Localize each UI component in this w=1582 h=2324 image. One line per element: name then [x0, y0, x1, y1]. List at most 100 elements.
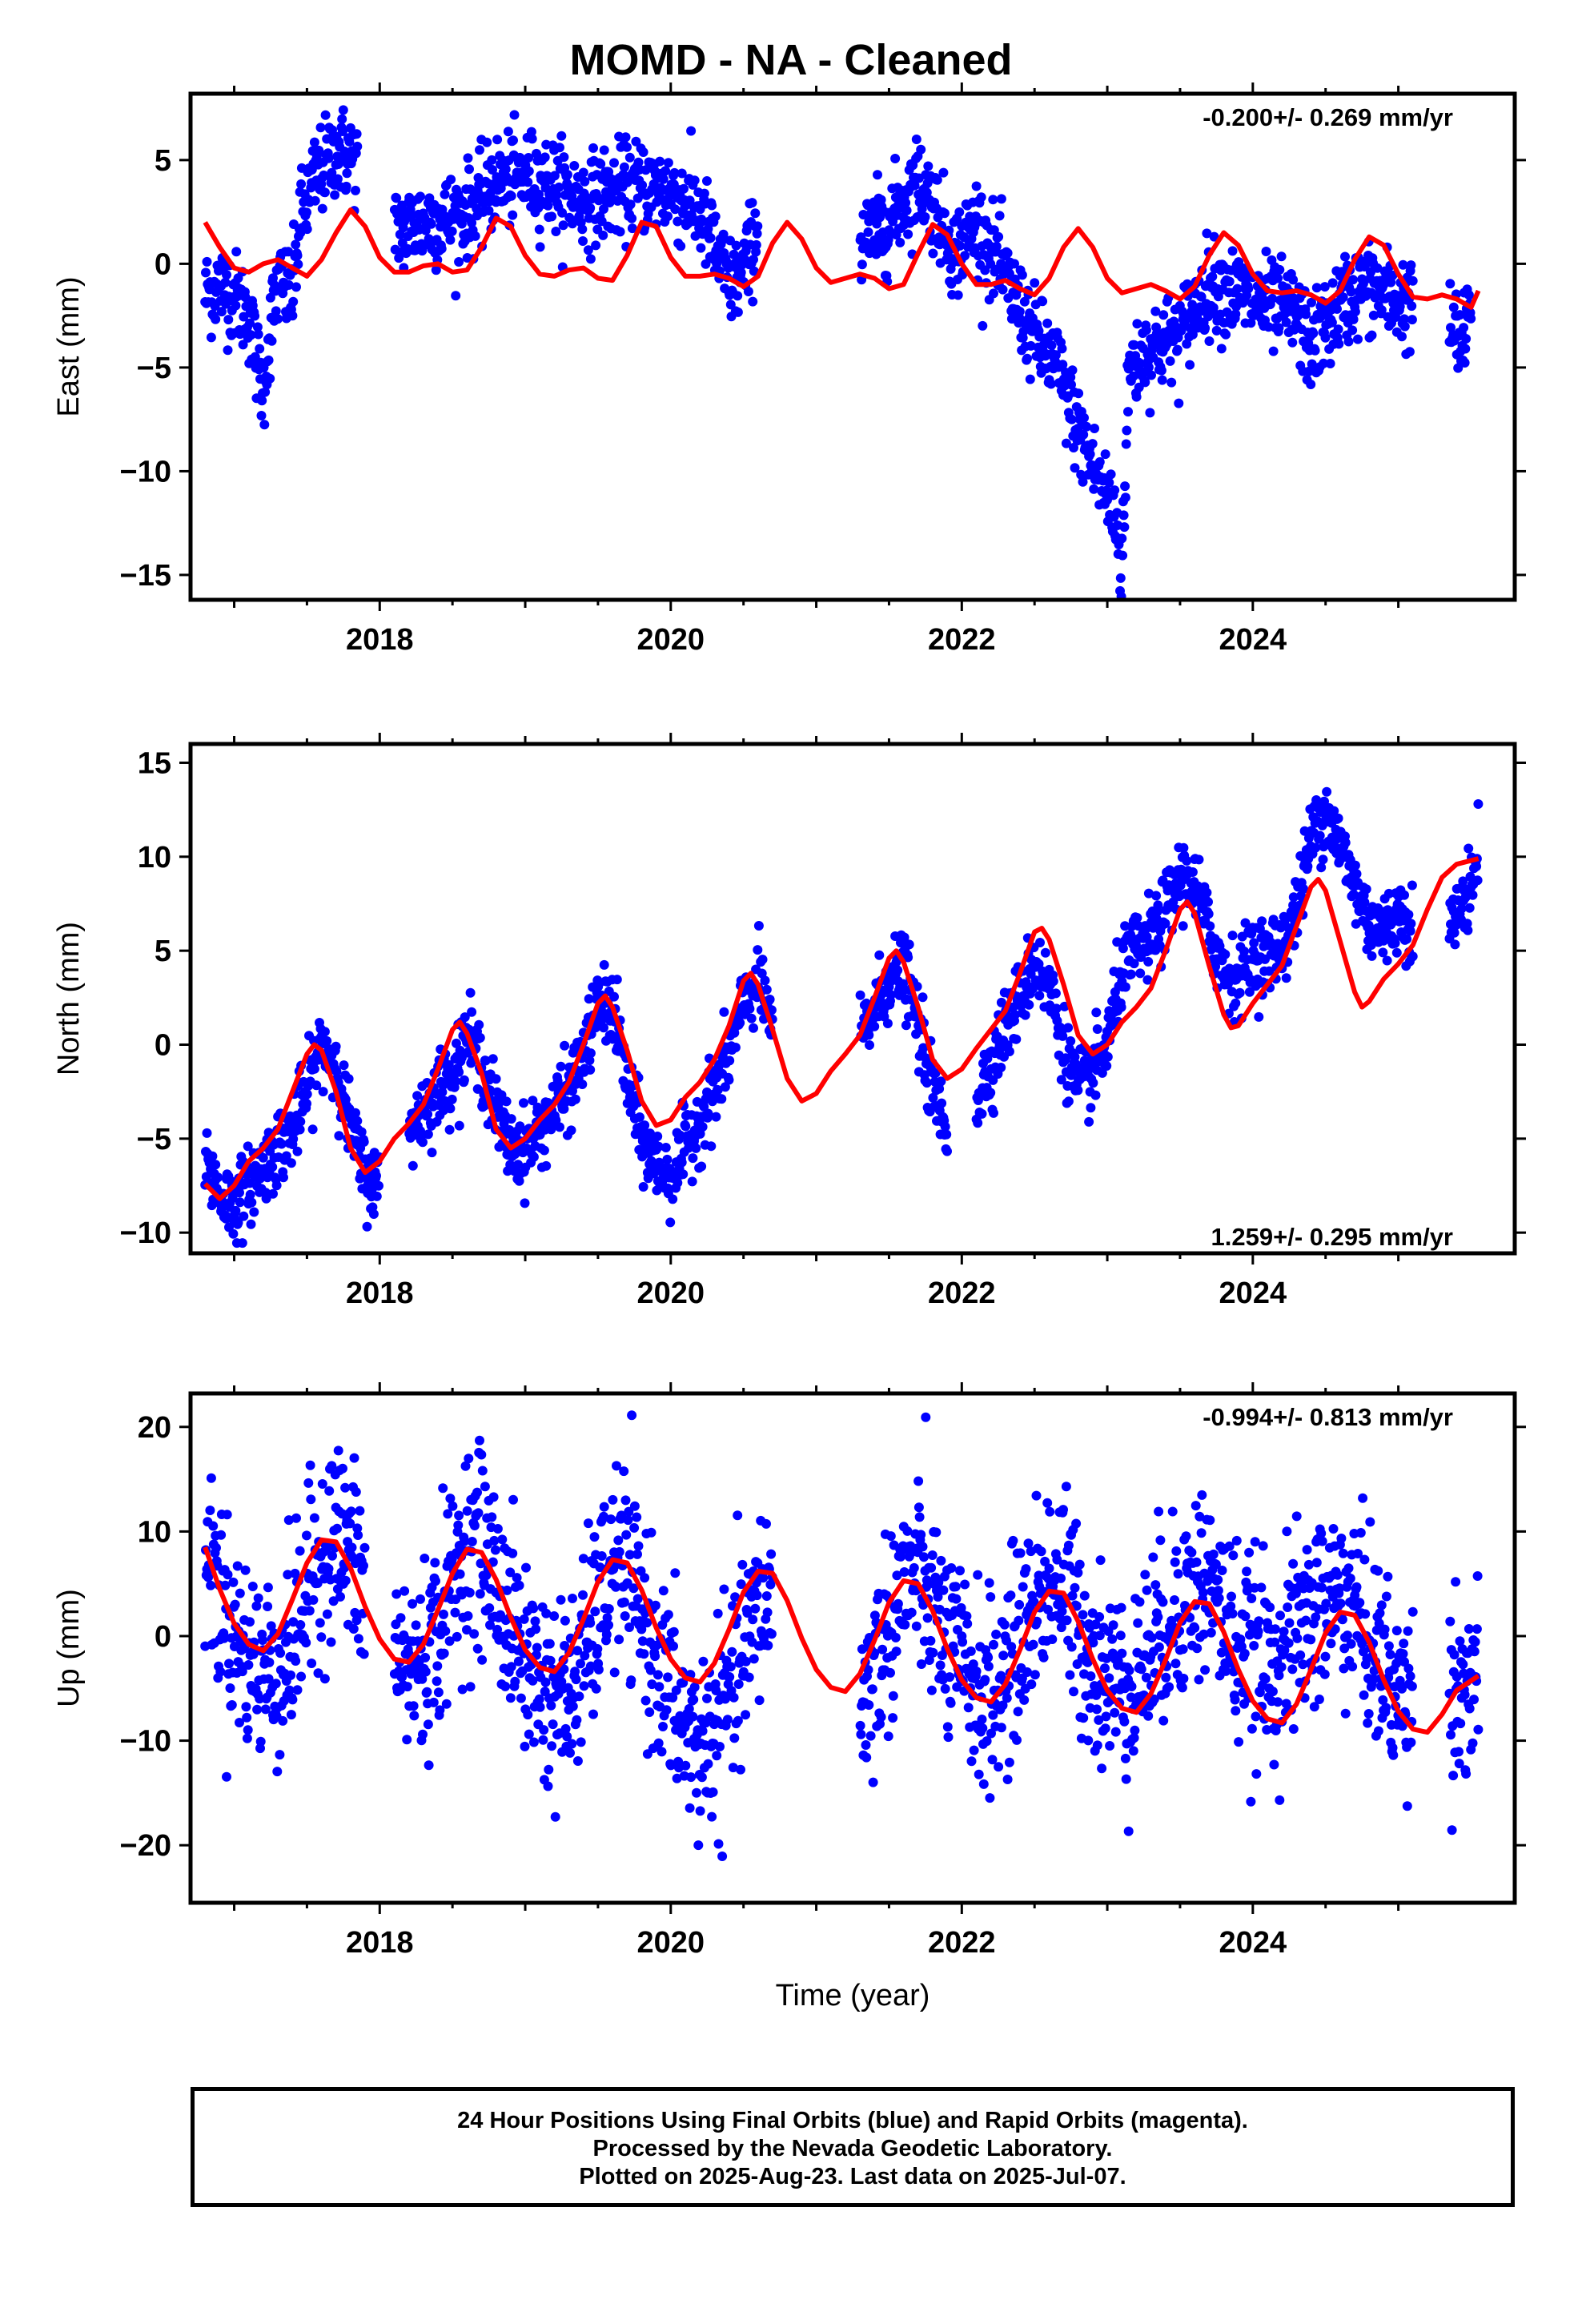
data-point — [503, 127, 513, 137]
data-point — [559, 1664, 569, 1675]
data-point — [569, 161, 580, 171]
data-point — [238, 340, 248, 350]
data-point — [275, 1648, 286, 1659]
data-point — [570, 1667, 580, 1677]
data-point — [231, 247, 242, 257]
data-point — [753, 221, 763, 231]
data-point — [998, 1651, 1009, 1661]
data-point — [246, 1219, 256, 1229]
data-point — [443, 1509, 453, 1519]
data-point — [686, 126, 697, 136]
data-point — [888, 1713, 898, 1723]
data-point — [588, 143, 598, 153]
y-tick-label: 5 — [155, 935, 171, 968]
data-point — [1350, 860, 1360, 870]
data-point — [765, 1579, 776, 1590]
data-points — [200, 105, 1476, 600]
data-point — [996, 194, 1006, 204]
data-point — [1102, 1061, 1112, 1071]
data-point — [1008, 1002, 1018, 1012]
data-point — [1203, 909, 1214, 919]
data-point — [742, 1608, 753, 1618]
data-point — [1449, 927, 1460, 938]
data-point — [428, 1697, 439, 1707]
data-point — [556, 131, 567, 141]
data-point — [523, 1710, 533, 1720]
data-point — [578, 167, 588, 178]
data-point — [302, 224, 312, 235]
data-point — [703, 1108, 713, 1119]
data-point — [917, 1542, 928, 1552]
data-point — [1022, 353, 1032, 364]
data-point — [235, 1718, 244, 1727]
data-point — [904, 939, 914, 950]
data-point — [1097, 1763, 1107, 1774]
data-point — [1288, 892, 1299, 903]
data-point — [501, 1096, 512, 1107]
data-point — [332, 1523, 343, 1534]
data-point — [261, 1193, 271, 1204]
data-point — [1402, 934, 1412, 944]
data-point — [560, 1040, 570, 1051]
data-point — [1373, 903, 1383, 913]
data-point — [1307, 297, 1316, 308]
data-point — [475, 1032, 485, 1043]
data-point — [599, 145, 609, 155]
data-point — [1141, 924, 1151, 935]
data-point — [645, 1665, 656, 1675]
data-point — [524, 153, 534, 163]
data-point — [451, 1076, 461, 1087]
data-point — [523, 177, 533, 187]
data-point — [1346, 287, 1356, 297]
data-point — [355, 1506, 365, 1516]
data-point — [1472, 861, 1482, 871]
data-point — [606, 1514, 616, 1525]
x-tick-label: 2024 — [1219, 1277, 1287, 1310]
data-point — [631, 136, 641, 147]
data-point — [513, 1656, 524, 1667]
data-point — [1378, 947, 1388, 958]
data-point — [1056, 1075, 1066, 1085]
data-point — [1108, 1620, 1118, 1630]
data-point — [613, 1535, 624, 1546]
data-point — [1105, 1741, 1115, 1751]
data-point — [962, 1618, 973, 1629]
data-point — [320, 110, 331, 120]
data-point — [1045, 1506, 1055, 1517]
data-point — [323, 153, 334, 163]
data-point — [658, 1722, 668, 1731]
data-point — [474, 1019, 484, 1030]
data-point — [1074, 1559, 1085, 1570]
data-point — [292, 1146, 303, 1156]
data-point — [492, 135, 503, 145]
data-point — [232, 1561, 243, 1571]
data-point — [457, 1684, 468, 1695]
data-point — [1020, 1010, 1030, 1020]
data-point — [719, 1007, 729, 1017]
data-point — [283, 279, 294, 290]
x-tick-label: 2018 — [346, 623, 414, 657]
data-point — [599, 204, 608, 214]
data-point — [619, 1466, 629, 1477]
data-point — [1126, 969, 1136, 979]
data-point — [604, 1620, 614, 1630]
x-tick-label: 2018 — [346, 1277, 414, 1310]
data-point — [477, 1655, 488, 1665]
data-point — [534, 189, 544, 199]
data-point — [252, 322, 263, 332]
data-point — [1028, 1639, 1038, 1650]
data-point — [1143, 888, 1154, 899]
data-point — [946, 1698, 956, 1708]
data-point — [1002, 1775, 1013, 1784]
data-point — [231, 300, 241, 311]
data-point — [427, 1148, 437, 1158]
data-point — [1046, 379, 1056, 389]
data-point — [408, 1160, 418, 1171]
data-point — [476, 1558, 486, 1569]
data-point — [475, 1435, 484, 1445]
data-point — [228, 1228, 239, 1239]
data-point — [1227, 931, 1238, 941]
data-point — [1090, 1619, 1101, 1630]
data-point — [506, 1114, 516, 1124]
